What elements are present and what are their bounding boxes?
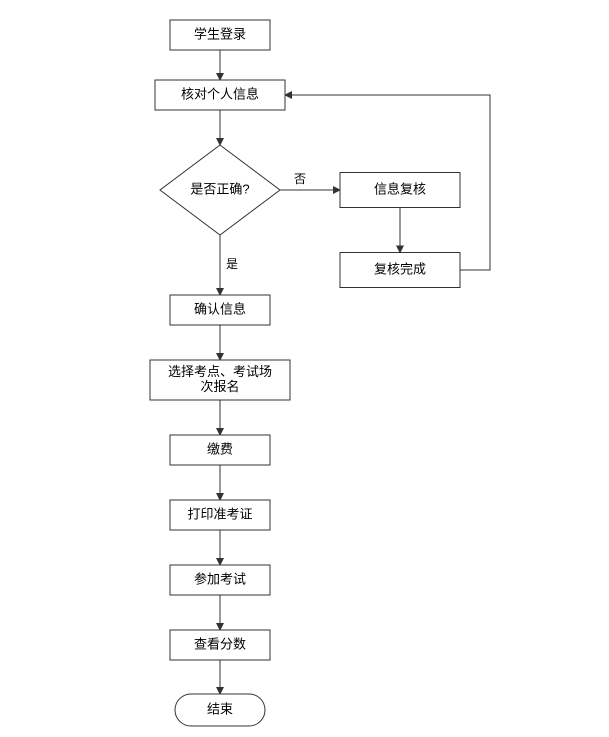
node-label-select-line0: 选择考点、考试场 xyxy=(168,364,272,379)
node-label-score: 查看分数 xyxy=(194,636,246,651)
edge-label-correct-to-review: 否 xyxy=(294,172,306,186)
node-pay: 缴费 xyxy=(170,435,270,465)
node-label-select-line1: 次报名 xyxy=(200,379,239,394)
node-label-verify: 核对个人信息 xyxy=(181,86,259,101)
node-done: 复核完成 xyxy=(340,253,460,288)
node-end: 结束 xyxy=(175,694,265,726)
node-review: 信息复核 xyxy=(340,173,460,208)
node-label-correct: 是否正确? xyxy=(190,181,249,196)
node-print: 打印准考证 xyxy=(170,500,270,530)
flowchart-svg: 否是 学生登录核对个人信息是否正确? 信息复核复核完成确认信息选择考点、考试场次报名… xyxy=(0,0,609,737)
node-label-done: 复核完成 xyxy=(374,261,426,276)
node-label-exam: 参加考试 xyxy=(194,571,246,586)
node-label-login: 学生登录 xyxy=(194,26,246,41)
node-label-pay: 缴费 xyxy=(207,441,233,456)
node-score: 查看分数 xyxy=(170,630,270,660)
node-verify: 核对个人信息 xyxy=(155,80,285,110)
node-label-confirm: 确认信息 xyxy=(194,301,246,316)
edge-label-correct-to-confirm: 是 xyxy=(226,257,238,271)
node-select: 选择考点、考试场次报名 xyxy=(150,360,290,400)
flowchart-container: 否是 学生登录核对个人信息是否正确? 信息复核复核完成确认信息选择考点、考试场次报名… xyxy=(0,0,609,737)
node-label-end: 结束 xyxy=(207,701,233,716)
node-label-print: 打印准考证 xyxy=(187,506,252,521)
node-correct: 是否正确? xyxy=(160,145,280,235)
nodes-group: 学生登录核对个人信息是否正确? 信息复核复核完成确认信息选择考点、考试场次报名缴费… xyxy=(150,20,460,726)
node-confirm: 确认信息 xyxy=(170,295,270,325)
node-login: 学生登录 xyxy=(170,20,270,50)
node-label-review: 信息复核 xyxy=(374,181,426,196)
node-exam: 参加考试 xyxy=(170,565,270,595)
